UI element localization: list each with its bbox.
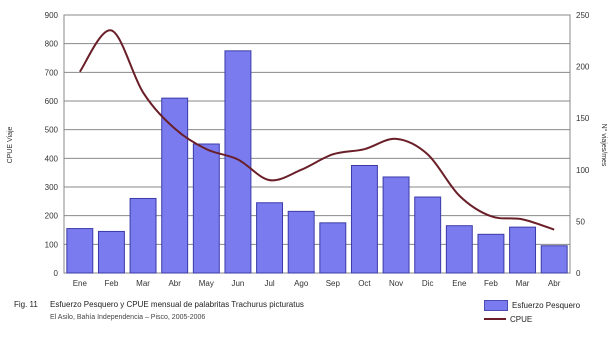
bar (477, 233, 505, 274)
line-series (78, 29, 555, 231)
legend-item-bar: Esfuerzo Pesquero (484, 298, 580, 312)
x-tick-label: Feb (105, 279, 119, 288)
x-tick-label: Nov (389, 279, 403, 288)
y-tick-label: 100 (45, 240, 59, 249)
caption-subtitle: El Asilo, Bahía Independencia – Pisco, 2… (50, 314, 206, 321)
bar (129, 197, 157, 274)
legend-item-line: CPUE (484, 312, 580, 326)
x-tick-label: Feb (484, 279, 498, 288)
y-axis-title: CPUE Viaje (7, 126, 14, 163)
y-tick-label: 0 (54, 269, 59, 278)
x-tick-label: Ene (73, 279, 88, 288)
y-tick-label: 400 (45, 154, 59, 163)
x-tick-label: Ene (452, 279, 467, 288)
bar (256, 202, 284, 274)
y-tick-label: 500 (45, 126, 59, 135)
bar (382, 176, 410, 274)
y2-tick-label: 0 (576, 269, 581, 278)
bar (287, 210, 315, 274)
y2-tick-label: 50 (576, 217, 585, 226)
bar (224, 50, 252, 274)
legend-bar-label: Esfuerzo Pesquero (512, 300, 581, 310)
x-tick-label: Mar (136, 279, 150, 288)
y-tick-label: 300 (45, 183, 59, 192)
bar (66, 228, 94, 274)
caption-title: Esfuerzo Pesquero y CPUE mensual de pala… (50, 300, 304, 309)
bar (161, 97, 189, 274)
chart: 0 100 200 300 400 500 600 700 800 900 0 50 100 150 200… (7, 11, 608, 288)
x-tick-label: Jul (264, 279, 274, 288)
bar (319, 222, 347, 274)
x-tick-label: Abr (168, 279, 181, 288)
y-tick-label: 700 (45, 68, 59, 77)
x-tick-label: May (199, 279, 214, 288)
legend-bar-swatch (484, 299, 508, 311)
x-tick-label: Mar (516, 279, 530, 288)
y-tick-label: 800 (45, 40, 59, 49)
legend-line-label: CPUE (510, 314, 533, 324)
y2-axis-title: N° viajes/mes (600, 124, 608, 167)
y2-tick-label: 200 (576, 63, 590, 72)
y-tick-label: 600 (45, 97, 59, 106)
y-tick-label: 200 (45, 212, 59, 221)
x-tick-label: Jun (231, 279, 244, 288)
x-tick-label: Sep (326, 279, 341, 288)
x-tick-label: Ago (294, 279, 309, 288)
x-tick-label: Abr (548, 279, 561, 288)
cpue-line (78, 29, 555, 231)
x-tick-label: Dic (422, 279, 434, 288)
bar (192, 143, 220, 274)
bar (97, 230, 125, 274)
y-tick-label: 900 (45, 11, 59, 20)
axes: 0 100 200 300 400 500 600 700 800 900 0 50 100 150 200… (45, 11, 590, 288)
x-tick-label: Oct (358, 279, 371, 288)
legend: Esfuerzo Pesquero CPUE (484, 298, 580, 326)
bar (509, 226, 537, 274)
y2-tick-label: 150 (576, 114, 590, 123)
y2-tick-label: 250 (576, 11, 590, 20)
bar-series (66, 50, 568, 274)
legend-line-swatch (484, 318, 506, 320)
y2-tick-label: 100 (576, 166, 590, 175)
bar (445, 225, 473, 274)
bar (350, 165, 378, 274)
figure-label: Fig. 11 (14, 300, 38, 309)
bar (414, 196, 442, 274)
bar (540, 245, 568, 274)
